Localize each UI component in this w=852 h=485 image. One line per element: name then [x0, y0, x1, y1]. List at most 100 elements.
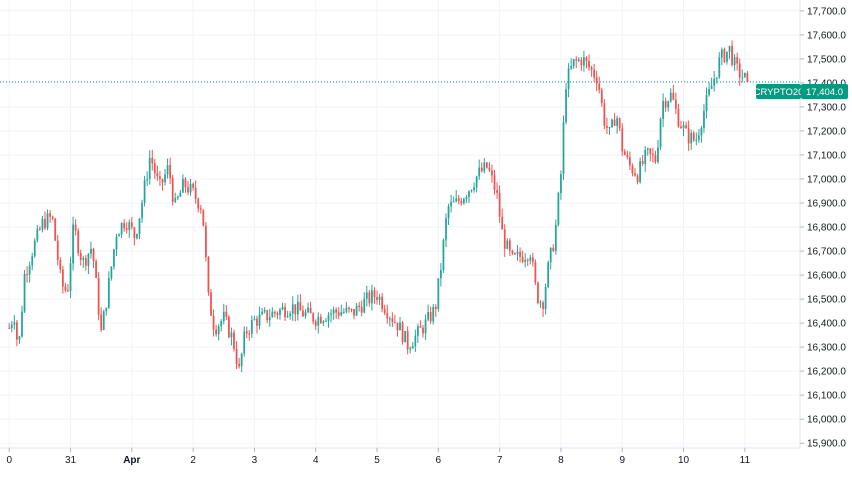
candle-down — [184, 177, 187, 193]
candle-down — [337, 307, 340, 320]
candle-body — [639, 161, 642, 183]
candle-body — [138, 218, 141, 235]
candle-up — [166, 158, 169, 179]
candle-body — [26, 274, 28, 276]
candle-body — [179, 192, 182, 197]
candle-up — [271, 307, 274, 318]
candle-down — [631, 163, 634, 177]
candle-down — [348, 306, 350, 313]
candle-body — [286, 316, 289, 318]
x-tick-label: 10 — [678, 455, 690, 466]
candle-up — [69, 256, 72, 299]
candle-body — [519, 251, 521, 257]
candle-down — [358, 301, 361, 312]
candle-down — [133, 226, 136, 246]
candle-body — [235, 348, 238, 364]
candle-down — [130, 216, 133, 230]
candle-body — [654, 155, 657, 162]
candle-body — [567, 68, 570, 90]
candle-down — [401, 320, 404, 345]
candle-up — [138, 218, 141, 240]
candle-up — [445, 213, 447, 248]
candle-body — [662, 101, 664, 120]
candle-body — [33, 240, 36, 257]
candle-body — [373, 290, 376, 298]
candle-body — [240, 353, 243, 367]
candle-down — [542, 300, 544, 317]
candle-body — [161, 179, 164, 183]
candle-body — [723, 49, 726, 62]
time-axis[interactable]: 0 31 Apr 2 3 4 5 6 7 8 9 10 11 — [6, 448, 750, 466]
candle-body — [327, 314, 330, 321]
candle-down — [636, 173, 639, 185]
y-tick-label: 16,100.0 — [807, 391, 846, 402]
candle-body — [79, 253, 82, 260]
candle-body — [118, 234, 120, 237]
candle-down — [64, 282, 67, 293]
candle-body — [353, 308, 355, 316]
candle-down — [256, 315, 258, 334]
candle-down — [491, 164, 493, 183]
candle-body — [312, 313, 315, 322]
candle-body — [166, 165, 169, 175]
candle-body — [534, 262, 537, 283]
candle-body — [189, 183, 192, 193]
candle-up — [565, 82, 567, 125]
candle-body — [105, 307, 108, 312]
candle-body — [626, 154, 629, 158]
candle-down — [302, 305, 304, 317]
candle-down — [526, 258, 529, 266]
candle-up — [524, 252, 527, 268]
candle-down — [192, 182, 195, 191]
candle-down — [54, 217, 57, 242]
candle-body — [136, 234, 138, 239]
candle-body — [501, 216, 504, 230]
candle-up — [258, 306, 261, 330]
candle-down — [419, 320, 422, 328]
candle-down — [207, 256, 210, 296]
candle-up — [148, 150, 151, 185]
x-tick-label: 6 — [436, 455, 442, 466]
candle-body — [514, 253, 516, 255]
candle-body — [64, 286, 67, 291]
candle-down — [202, 209, 205, 227]
candle-down — [731, 40, 733, 67]
candle-up — [87, 252, 90, 275]
candle-down — [153, 158, 156, 180]
candle-body — [113, 249, 115, 267]
candle-up — [279, 307, 281, 320]
candle-up — [465, 194, 468, 204]
candle-up — [700, 125, 703, 143]
candle-down — [169, 157, 172, 185]
candle-body — [733, 57, 736, 65]
candle-body — [708, 88, 710, 95]
candle-body — [273, 311, 276, 314]
candle-up — [120, 222, 123, 238]
candle-up — [23, 269, 26, 314]
candle-down — [199, 204, 202, 214]
candle-up — [690, 129, 693, 151]
candle-down — [383, 304, 386, 316]
candle-body — [506, 240, 509, 249]
candle-body — [69, 263, 72, 291]
candle-body — [547, 262, 550, 288]
candle-body — [455, 198, 458, 202]
candle-body — [125, 228, 128, 230]
candle-body — [164, 174, 166, 183]
candle-body — [222, 311, 225, 322]
candle-body — [554, 224, 557, 252]
candle-body — [148, 157, 151, 179]
price-axis[interactable]: 15,900.0 16,000.0 16,100.0 16,200.0 16,300.0… — [800, 6, 846, 450]
candle-body — [350, 308, 353, 310]
y-tick-label: 17,400.0 — [807, 78, 846, 89]
candle-body — [590, 67, 593, 70]
candle-down — [350, 308, 353, 313]
candle-up — [128, 219, 131, 238]
candle-body — [243, 331, 246, 354]
candle-body — [87, 253, 90, 266]
candle-down — [376, 290, 378, 305]
candle-up — [608, 126, 611, 135]
candle-body — [360, 307, 363, 313]
candle-down — [26, 266, 28, 283]
candle-body — [634, 173, 636, 176]
